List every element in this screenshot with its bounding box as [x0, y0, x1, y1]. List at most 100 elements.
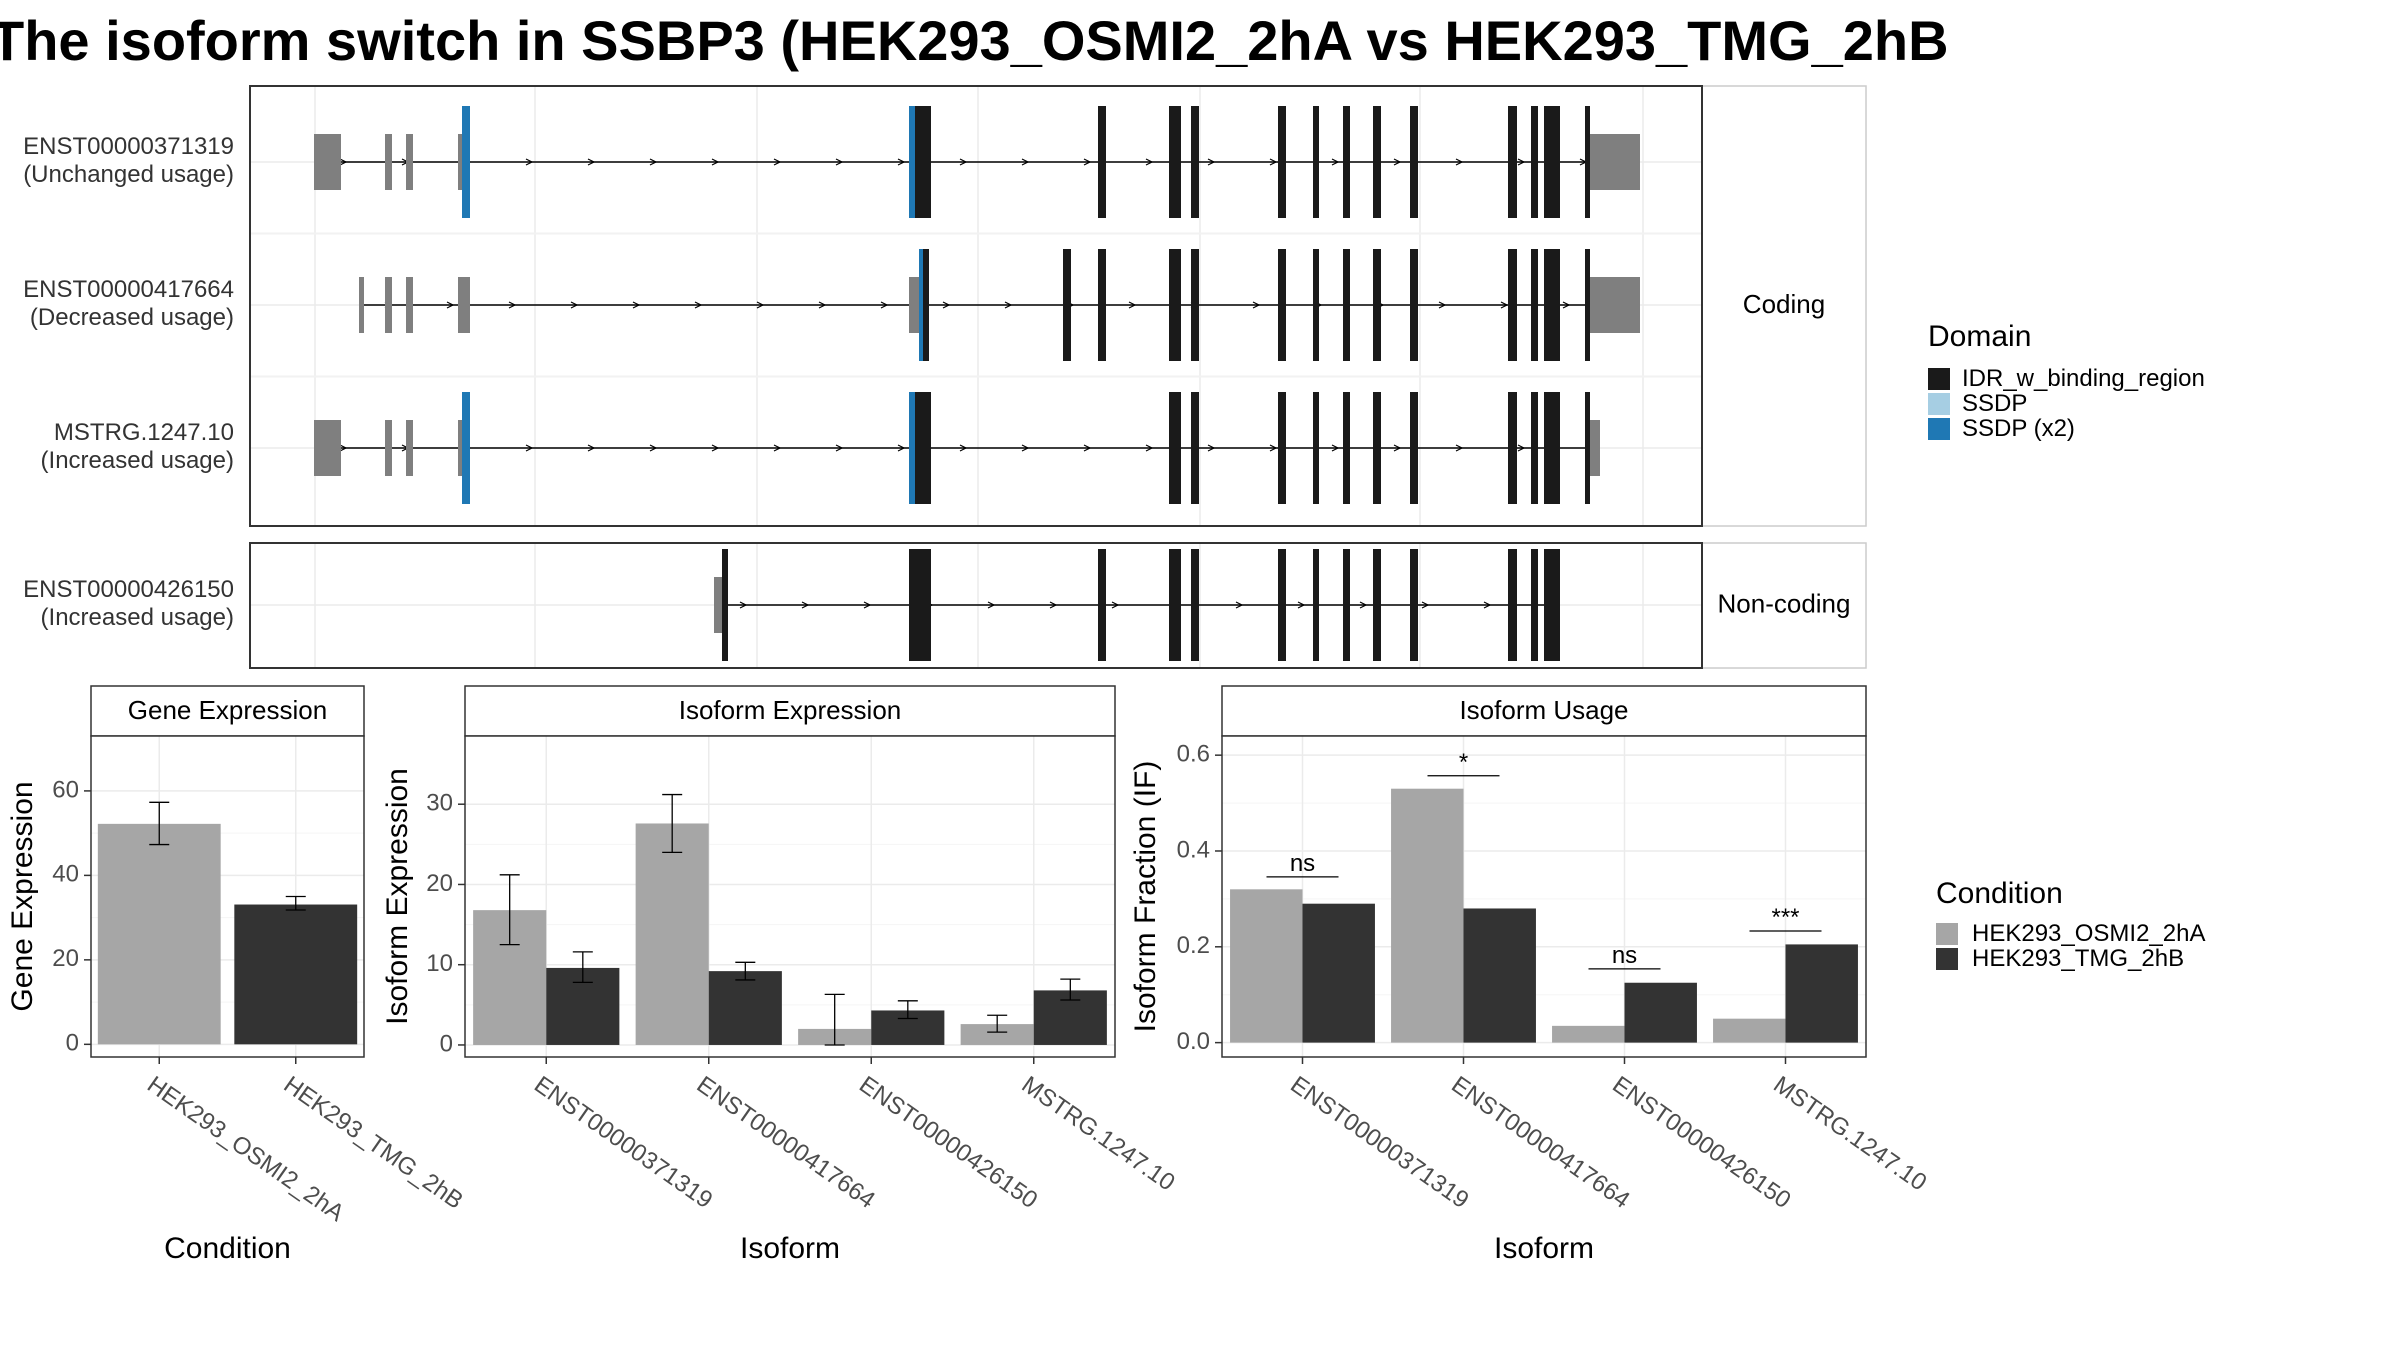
- strand-arrow: [632, 301, 641, 309]
- strand-arrow: [1331, 158, 1340, 166]
- exon-idr: [1373, 392, 1381, 504]
- x-axis-title: Condition: [164, 1232, 291, 1265]
- exon-idr: [1191, 249, 1199, 361]
- strand-arrow: [801, 601, 810, 609]
- bar: [1552, 1025, 1625, 1043]
- condition-legend-key: [1936, 948, 1958, 970]
- y-axis-title: Gene Expression: [6, 781, 39, 1011]
- x-tick-label: ENST00000417664: [692, 1071, 880, 1214]
- facet-strip: [464, 685, 1116, 737]
- bar: [1624, 982, 1697, 1043]
- plot-border: [464, 735, 1116, 1058]
- exon-idr: [1169, 549, 1181, 661]
- facet-strip-title: Isoform Expression: [679, 695, 902, 725]
- condition-legend-title: Condition: [1936, 877, 2063, 910]
- exon-utr: [458, 420, 462, 476]
- domain-legend-label: IDR_w_binding_region: [1962, 365, 2205, 392]
- exon-idr: [1098, 106, 1106, 218]
- exon-idr: [1343, 106, 1350, 218]
- exon-idr: [1585, 106, 1590, 218]
- strand-arrow: [694, 301, 703, 309]
- condition-legend-label: HEK293_TMG_2hB: [1972, 945, 2184, 972]
- strand-arrow: [1331, 444, 1340, 452]
- strand-arrow: [897, 444, 906, 452]
- strand-arrow: [1483, 601, 1492, 609]
- exon-idr: [1278, 392, 1286, 504]
- strand-arrow: [959, 444, 968, 452]
- strand-arrow: [587, 444, 596, 452]
- exon-idr: [1508, 549, 1517, 661]
- exon-idr: [1343, 392, 1350, 504]
- exon-idr: [1098, 549, 1106, 661]
- structure-panel-border: [249, 542, 1703, 669]
- facet-strip: [1221, 685, 1867, 737]
- y-tick-label: 0.4: [1177, 836, 1210, 863]
- strand-arrow: [1207, 158, 1216, 166]
- exon-idr: [1343, 249, 1350, 361]
- strand-arrow: [756, 301, 765, 309]
- strand-arrow: [649, 158, 658, 166]
- isoform-id-label: ENST00000371319: [23, 133, 234, 160]
- strand-arrow: [587, 158, 596, 166]
- exon-idr: [1544, 392, 1560, 504]
- exon-utr: [385, 277, 392, 333]
- x-axis-title: Isoform: [740, 1232, 840, 1265]
- bar: [960, 1024, 1034, 1045]
- exon-idr: [1313, 549, 1319, 661]
- bar: [1391, 788, 1464, 1043]
- exon-idr: [1531, 392, 1538, 504]
- exon-idr: [1191, 392, 1199, 504]
- exon-utr: [406, 134, 413, 190]
- domain-legend-key: [1928, 393, 1950, 415]
- exon-idr: [1191, 106, 1199, 218]
- exon-idr: [1278, 106, 1286, 218]
- y-tick-label: 40: [52, 861, 79, 888]
- y-tick-label: 60: [52, 776, 79, 803]
- bar: [1463, 908, 1536, 1043]
- strand-arrow: [835, 444, 844, 452]
- x-tick-label: ENST00000417664: [1446, 1071, 1634, 1214]
- strand-arrow: [1455, 158, 1464, 166]
- exon-idr: [1585, 392, 1590, 504]
- strand-arrow: [835, 158, 844, 166]
- exon-idr: [1313, 106, 1319, 218]
- strand-arrow: [1049, 601, 1058, 609]
- domain-legend-title: Domain: [1928, 320, 2031, 353]
- exon-utr: [1590, 134, 1640, 190]
- y-tick-label: 20: [426, 870, 453, 897]
- strand-arrow: [446, 301, 455, 309]
- strand-arrow: [1004, 301, 1013, 309]
- strand-arrow: [1145, 158, 1154, 166]
- strand-arrow: [711, 158, 720, 166]
- strand-arrow: [1269, 444, 1278, 452]
- exon-idr: [1373, 549, 1381, 661]
- bar: [1230, 889, 1303, 1043]
- strand-arrow: [525, 158, 534, 166]
- exon-ssdp-x2: [462, 106, 470, 218]
- strand-arrow: [1517, 158, 1526, 166]
- exon-idr: [1544, 249, 1560, 361]
- exon-utr: [714, 577, 722, 633]
- strand-arrow: [1021, 444, 1030, 452]
- exon-idr: [1585, 249, 1590, 361]
- isoform-id-label: MSTRG.1247.10: [54, 419, 234, 446]
- strand-arrow: [897, 158, 906, 166]
- strand-arrow: [1128, 301, 1137, 309]
- domain-legend-key: [1928, 418, 1950, 440]
- plot-border: [1221, 735, 1867, 1058]
- plot-border: [90, 735, 365, 1058]
- exon-ssdp-x2: [919, 249, 923, 361]
- exon-idr: [1278, 549, 1286, 661]
- strand-arrow: [959, 158, 968, 166]
- exon-utr: [458, 134, 462, 190]
- exon-idr: [1410, 392, 1418, 504]
- y-tick-label: 10: [426, 950, 453, 977]
- bar: [97, 823, 221, 1045]
- bar: [1302, 903, 1375, 1043]
- strand-arrow: [1083, 158, 1092, 166]
- exon-idr: [1313, 392, 1319, 504]
- facet-strip-label: Non-coding: [1718, 588, 1851, 618]
- exon-idr: [1169, 249, 1181, 361]
- isoform-usage-label: (Increased usage): [41, 447, 234, 474]
- exon-ssdp-x2: [909, 106, 915, 218]
